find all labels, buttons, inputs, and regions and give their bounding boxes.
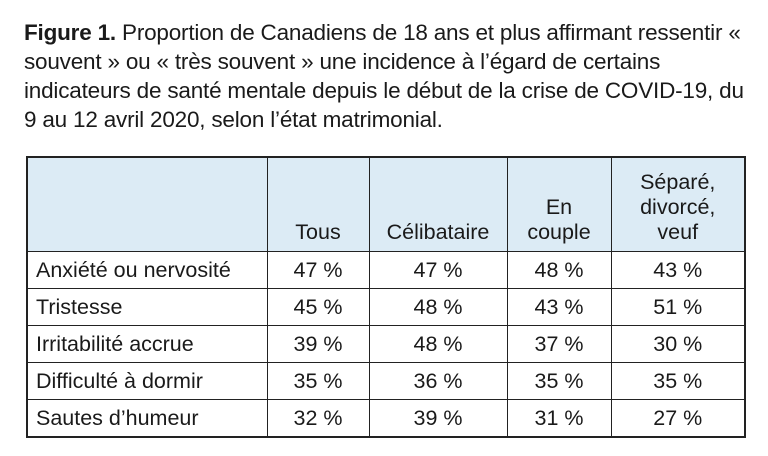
table-cell: 32 % (266, 399, 370, 438)
table-cell: 36 % (368, 362, 508, 400)
figure-caption: Figure 1. Proportion de Canadiens de 18 … (24, 18, 754, 134)
table-cell: 27 % (610, 399, 746, 438)
table-cell: 47 % (368, 251, 508, 289)
figure-caption-text: Proportion de Canadiens de 18 ans et plu… (24, 20, 744, 132)
table-cell: 35 % (610, 362, 746, 400)
table-cell: 37 % (506, 325, 612, 363)
row-label: Difficulté à dormir (26, 362, 268, 400)
table-cell: 30 % (610, 325, 746, 363)
data-table: Tous Célibataire En couple Séparé, divor… (26, 156, 746, 438)
table-row: Difficulté à dormir 35 % 36 % 35 % 35 % (26, 362, 746, 400)
table-cell: 43 % (506, 288, 612, 326)
table-cell: 51 % (610, 288, 746, 326)
column-header-separe: Séparé, divorcé, veuf (610, 156, 746, 252)
column-header-celibataire: Célibataire (368, 156, 508, 252)
table-cell: 43 % (610, 251, 746, 289)
table-cell: 48 % (368, 325, 508, 363)
column-header-blank (26, 156, 268, 252)
table-cell: 48 % (368, 288, 508, 326)
row-label: Tristesse (26, 288, 268, 326)
row-label: Irritabilité accrue (26, 325, 268, 363)
table-header-row: Tous Célibataire En couple Séparé, divor… (26, 156, 746, 252)
figure-label: Figure 1. (24, 20, 116, 45)
table-cell: 35 % (506, 362, 612, 400)
table-cell: 47 % (266, 251, 370, 289)
table-cell: 39 % (266, 325, 370, 363)
table-row: Tristesse 45 % 48 % 43 % 51 % (26, 288, 746, 326)
table-row: Irritabilité accrue 39 % 48 % 37 % 30 % (26, 325, 746, 363)
column-header-tous: Tous (266, 156, 370, 252)
table-cell: 31 % (506, 399, 612, 438)
table-row: Sautes d’humeur 32 % 39 % 31 % 27 % (26, 399, 746, 438)
table-cell: 39 % (368, 399, 508, 438)
table-cell: 35 % (266, 362, 370, 400)
row-label: Sautes d’humeur (26, 399, 268, 438)
table-cell: 45 % (266, 288, 370, 326)
table-row: Anxiété ou nervosité 47 % 47 % 48 % 43 % (26, 251, 746, 289)
row-label: Anxiété ou nervosité (26, 251, 268, 289)
column-header-en-couple: En couple (506, 156, 612, 252)
table-cell: 48 % (506, 251, 612, 289)
